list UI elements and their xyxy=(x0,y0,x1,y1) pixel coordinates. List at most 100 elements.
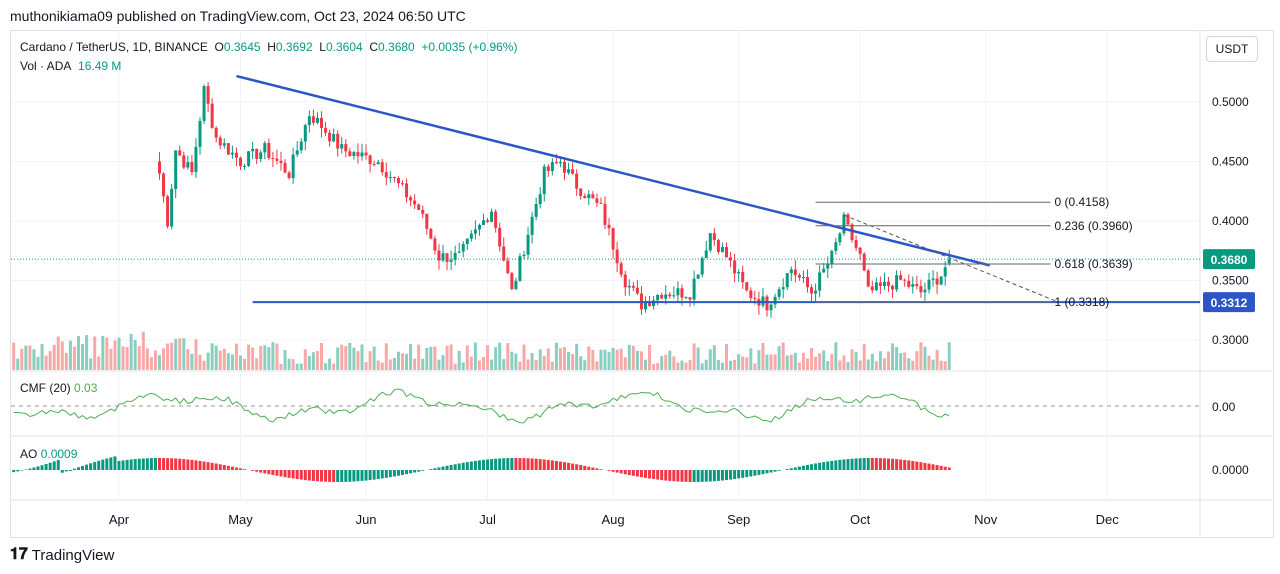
ao-bar xyxy=(149,458,153,470)
candle-body xyxy=(538,194,542,204)
volume-bar xyxy=(558,348,562,370)
volume-bar xyxy=(20,348,24,370)
ao-bar xyxy=(567,462,571,470)
volume-bar xyxy=(615,349,619,370)
volume-bar xyxy=(315,350,319,370)
ao-bar xyxy=(818,462,822,470)
candle-body xyxy=(255,148,259,159)
candle-body xyxy=(473,229,477,234)
candle-body xyxy=(239,157,242,167)
candle-body xyxy=(542,166,546,195)
volume-bar xyxy=(801,352,805,370)
ao-bar xyxy=(554,460,558,470)
candle-body xyxy=(599,202,603,204)
chart-frame[interactable] xyxy=(10,30,1274,538)
volume-bar xyxy=(668,350,672,370)
candle-body xyxy=(765,296,769,311)
ao-bar xyxy=(16,470,20,472)
candle-body xyxy=(445,253,449,262)
ao-bar xyxy=(307,470,311,481)
ao-bar xyxy=(52,461,56,470)
volume-bar xyxy=(575,343,579,370)
ao-bar xyxy=(887,458,890,470)
volume-bar xyxy=(279,363,283,370)
volume-bar xyxy=(903,352,907,370)
ao-bar xyxy=(477,460,481,470)
volume-bar xyxy=(182,338,186,370)
ao-bar xyxy=(105,458,109,470)
ao-bar xyxy=(506,458,510,470)
volume-bar xyxy=(174,338,178,370)
currency-button[interactable]: USDT xyxy=(1206,36,1258,62)
volume-bar xyxy=(214,345,218,370)
ao-bar xyxy=(656,470,660,480)
support-price-badge xyxy=(1203,292,1255,313)
candle-body xyxy=(158,161,161,174)
volume-bar xyxy=(648,344,652,370)
volume-bar xyxy=(716,360,720,370)
ao-bar xyxy=(943,466,947,470)
ao-bar xyxy=(275,470,279,476)
volume-bar xyxy=(64,353,68,370)
volume-bar xyxy=(563,347,566,370)
ao-bar xyxy=(919,462,923,470)
candle-body xyxy=(526,234,530,255)
volume-bar xyxy=(862,344,866,370)
ao-bar xyxy=(348,470,352,482)
volume-bar xyxy=(486,345,490,370)
ao-bar xyxy=(814,463,818,470)
candle-body xyxy=(672,295,676,297)
candle-body xyxy=(607,224,611,229)
ao-bar xyxy=(198,460,202,470)
candle-body xyxy=(927,279,931,290)
candle-body xyxy=(769,304,773,311)
ao-bar xyxy=(846,459,850,470)
volume-bar xyxy=(611,347,615,370)
support-price-text: 0.3312 xyxy=(1211,296,1248,310)
ao-bar xyxy=(749,470,753,477)
volume-bar xyxy=(514,353,518,370)
symbol-title[interactable]: Cardano / TetherUS, 1D, BINANCE xyxy=(20,40,208,54)
volume-bar xyxy=(170,342,174,370)
candle-body xyxy=(668,294,672,297)
ao-bar xyxy=(97,460,101,470)
ao-bar xyxy=(801,465,805,470)
volume-bar xyxy=(295,363,299,370)
ao-bar xyxy=(85,464,89,470)
candle-body xyxy=(712,233,716,241)
candle-body xyxy=(502,246,506,261)
ao-bar xyxy=(806,464,809,470)
ao-bar xyxy=(295,470,299,480)
volume-bar xyxy=(708,349,712,370)
ao-bar xyxy=(583,465,587,470)
candle-body xyxy=(469,233,473,239)
volume-bar xyxy=(773,354,777,370)
candle-body xyxy=(441,253,445,261)
candle-body xyxy=(372,164,376,166)
candle-body xyxy=(943,267,947,277)
candle-body xyxy=(603,203,607,225)
volume-bar xyxy=(384,343,388,370)
time-tick-label: Jun xyxy=(356,512,377,527)
ao-bar xyxy=(243,469,247,470)
volume-bar xyxy=(741,356,745,370)
volume-bar xyxy=(405,353,409,370)
ao-bar xyxy=(947,467,951,470)
candle-body xyxy=(247,151,251,166)
candle-body xyxy=(279,160,283,164)
candle-body xyxy=(915,284,919,286)
ao-bar xyxy=(753,470,757,476)
candle-body xyxy=(251,148,255,152)
volume-bar xyxy=(542,355,546,370)
candle-body xyxy=(320,117,323,128)
ao-bar xyxy=(60,470,64,473)
volume-bar xyxy=(388,359,392,370)
volume-bar xyxy=(401,353,404,370)
ao-bar xyxy=(271,470,275,476)
candle-body xyxy=(745,282,749,291)
tradingview-logo[interactable]: 𝟏𝟕 TradingView xyxy=(10,546,114,564)
cmf-value: 0.03 xyxy=(74,381,98,395)
volume-bar xyxy=(230,354,234,370)
ao-bar xyxy=(81,465,85,470)
